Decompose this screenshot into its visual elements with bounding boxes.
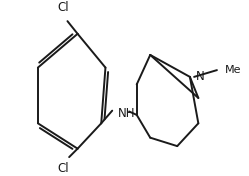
Text: NH: NH xyxy=(118,107,136,120)
Text: Cl: Cl xyxy=(58,162,69,175)
Text: Cl: Cl xyxy=(58,1,69,14)
Text: Me: Me xyxy=(225,65,242,75)
Text: N: N xyxy=(196,70,205,83)
